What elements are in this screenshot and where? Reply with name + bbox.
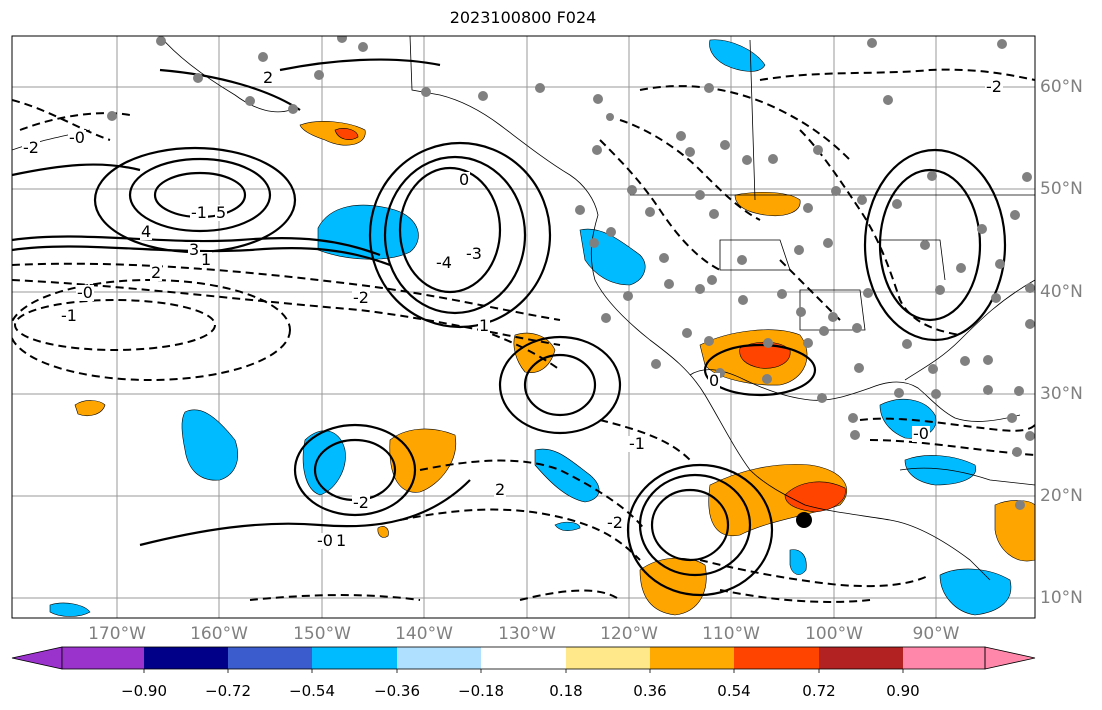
lon-label: 140°W <box>395 624 453 644</box>
contour-label: -2 <box>22 138 40 157</box>
colorbar-label: −0.54 <box>289 682 335 700</box>
colorbar-label: 0.36 <box>633 682 667 700</box>
map-frame <box>11 35 1036 619</box>
contour-label: 1 <box>335 531 348 550</box>
lat-label: 20°N <box>1040 486 1083 506</box>
colorbar-label: 0.54 <box>717 682 751 700</box>
lat-label: 60°N <box>1040 77 1083 97</box>
gridlines <box>12 36 1035 618</box>
colorbar-label: −0.18 <box>458 682 504 700</box>
contour-label: -0 <box>912 424 930 443</box>
contour-label: -1 <box>190 203 208 222</box>
contour-label: -0 <box>76 283 94 302</box>
contour-label: 2 <box>494 480 507 499</box>
colorbar-label: 0.18 <box>549 682 583 700</box>
lon-label: 130°W <box>498 624 556 644</box>
lat-label: 30°N <box>1040 384 1083 404</box>
colorbar-label: 0.72 <box>802 682 836 700</box>
lat-label: 50°N <box>1040 179 1083 199</box>
lon-label: 120°W <box>600 624 658 644</box>
contour-label: -4 <box>435 253 453 272</box>
contour-label: -0 <box>68 128 86 147</box>
map-title: 2023100800 F024 <box>449 8 597 27</box>
contour-label: 0 <box>458 170 471 189</box>
contour-label: -2 <box>352 493 370 512</box>
colorbar <box>11 646 1036 673</box>
contour-label: -2 <box>352 288 370 307</box>
lon-label: 160°W <box>190 624 248 644</box>
colorbar-label: −0.90 <box>121 682 167 700</box>
lat-label: 40°N <box>1040 282 1083 302</box>
lon-label: 90°W <box>912 624 960 644</box>
contour-label: 2 <box>150 263 163 282</box>
lon-label: 100°W <box>805 624 863 644</box>
station-dots <box>107 36 1035 510</box>
coastlines <box>12 36 1035 581</box>
contour-label: 5 <box>215 203 228 222</box>
contour-label: -0 <box>316 531 334 550</box>
lat-label: 10°N <box>1040 588 1083 608</box>
contour-label: 3 <box>188 240 201 259</box>
lon-label: 150°W <box>293 624 351 644</box>
lon-label: 110°W <box>702 624 760 644</box>
colorbar-label: −0.36 <box>374 682 420 700</box>
contour-label: -3 <box>465 244 483 263</box>
shaded-fields <box>49 39 1035 617</box>
colorbar-label: −0.72 <box>205 682 251 700</box>
contour-label: 1 <box>478 316 491 335</box>
contour-label: -2 <box>606 513 624 532</box>
contour-label: 2 <box>262 68 275 87</box>
location-marker <box>796 512 812 528</box>
contour-label: -1 <box>628 434 646 453</box>
colorbar-label: 0.90 <box>886 682 920 700</box>
contour-label: -1 <box>60 306 78 325</box>
negative-contours <box>12 68 1035 603</box>
contour-label: 0 <box>708 371 721 390</box>
lon-label: 170°W <box>88 624 146 644</box>
contour-label: -2 <box>985 77 1003 96</box>
contour-label: 4 <box>140 222 153 241</box>
contour-label: 1 <box>200 250 213 269</box>
